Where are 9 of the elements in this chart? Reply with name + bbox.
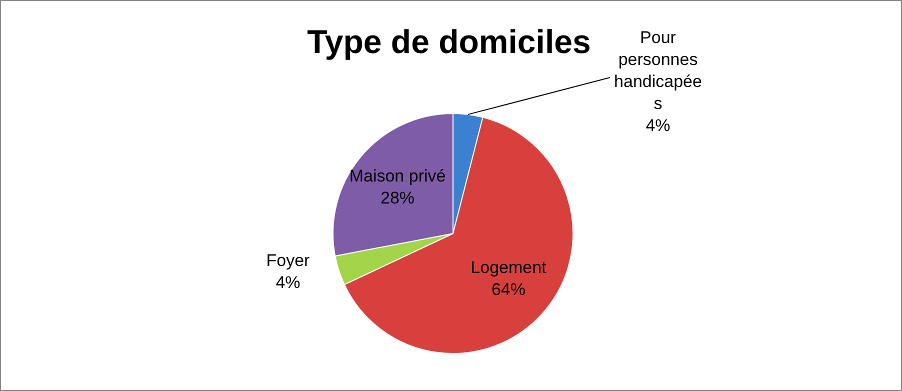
data-label: 64% (491, 280, 526, 300)
chart-title: Type de domiciles (307, 23, 591, 60)
data-label: 4% (276, 273, 300, 292)
slice-label: Foyer (266, 251, 310, 270)
data-label: 28% (380, 188, 415, 208)
slice-label: Maison privé (349, 166, 446, 186)
slice-label: Pour personnes handicapées (614, 28, 702, 114)
data-label: 4% (646, 116, 670, 136)
slice-label: Logement (470, 258, 547, 278)
